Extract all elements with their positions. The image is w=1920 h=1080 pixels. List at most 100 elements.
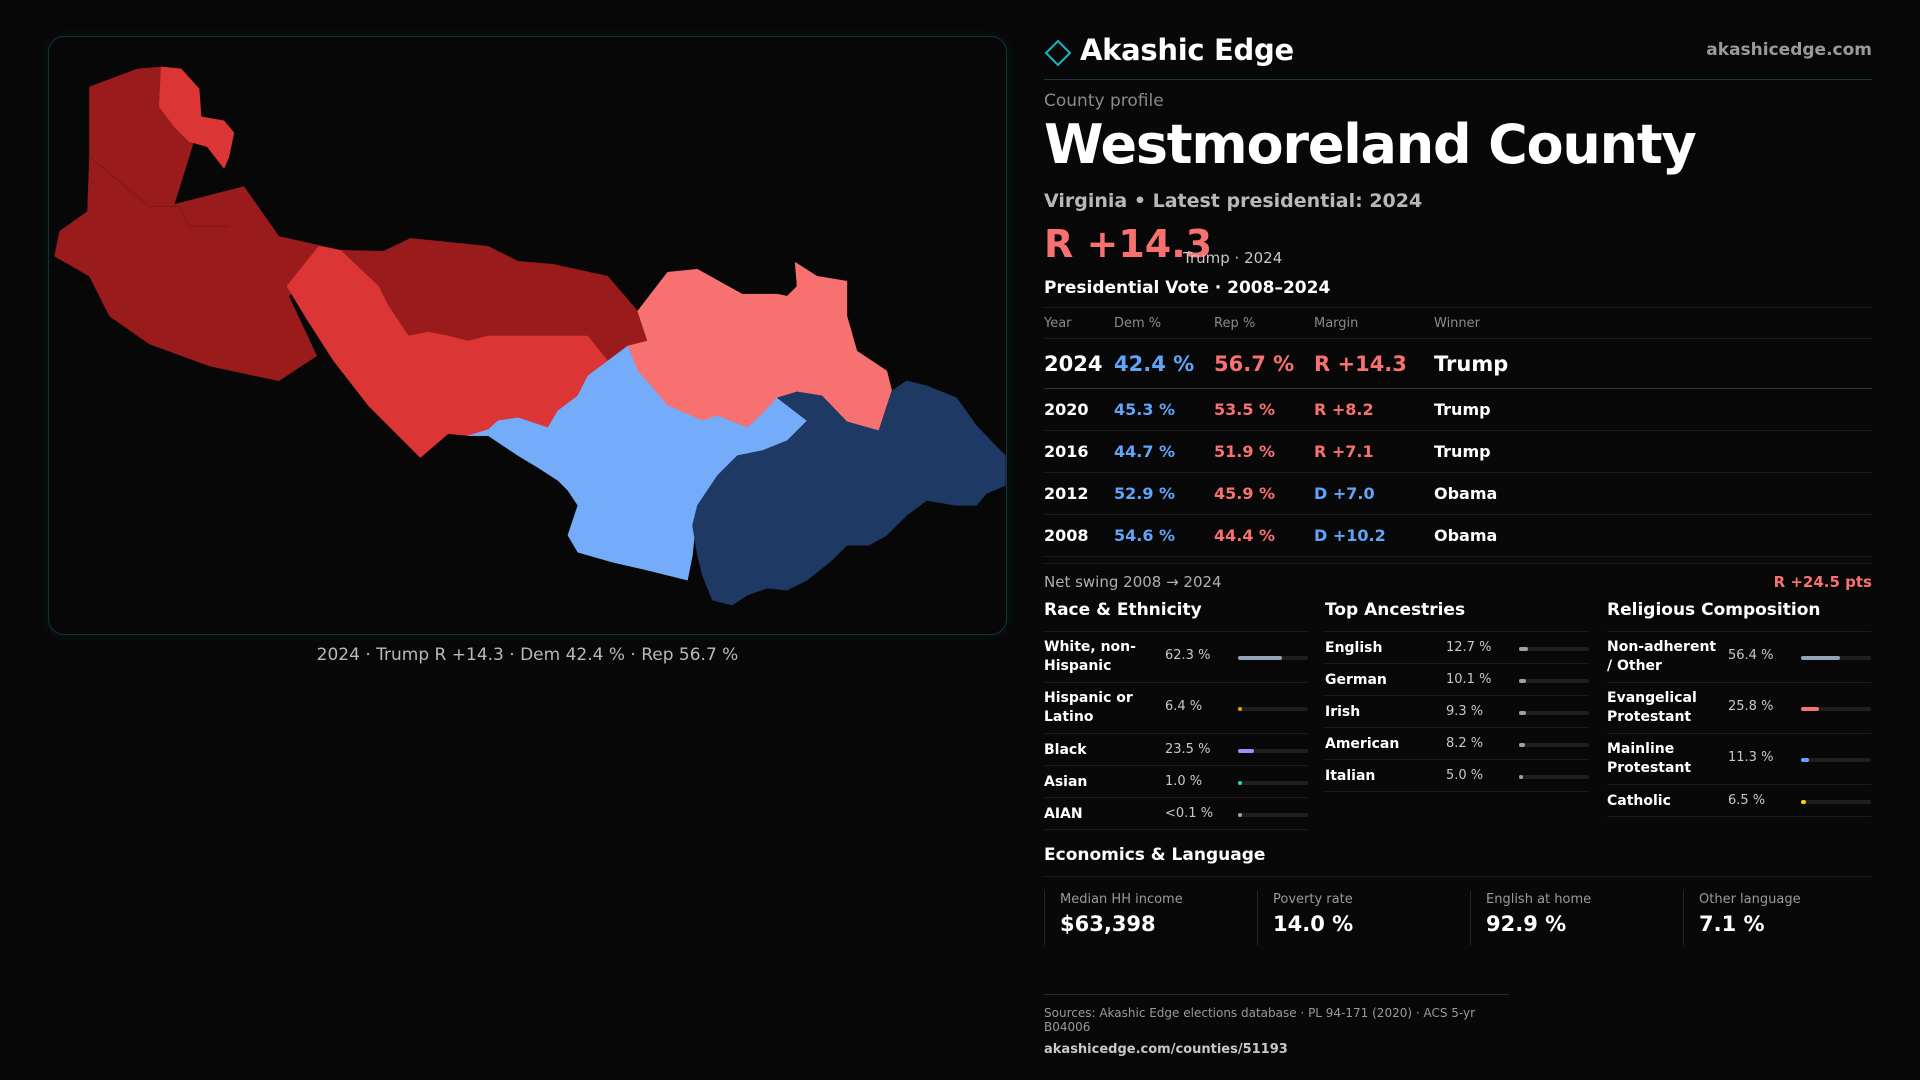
header-rep: Rep % (1214, 316, 1256, 331)
row-dem: 42.4 % (1114, 352, 1195, 376)
map-region-southeast[interactable] (692, 380, 1006, 606)
item-bar-fill (1801, 800, 1806, 804)
item-label: German (1325, 672, 1387, 688)
economics-section-title: Economics & Language (1044, 845, 1872, 877)
row-year: 2016 (1044, 442, 1089, 461)
county-url-link[interactable]: akashicedge.com/counties/51193 (1044, 1042, 1288, 1057)
row-margin: R +7.1 (1314, 442, 1374, 461)
net-swing-label: Net swing 2008 → 2024 (1044, 573, 1222, 591)
section-title: Religious Composition (1607, 600, 1871, 632)
item-label: AIAN (1044, 806, 1083, 822)
list-item: Asian 1.0 % (1044, 766, 1308, 798)
stat-value: 14.0 % (1273, 912, 1354, 936)
item-bar-fill (1238, 781, 1242, 785)
item-bar-fill (1238, 813, 1242, 817)
footer: Sources: Akashic Edge elections database… (1044, 994, 1509, 1057)
item-bar-track (1238, 749, 1308, 753)
item-label: Evangelical Protestant (1607, 690, 1697, 725)
item-value: 25.8 % (1728, 699, 1774, 714)
item-bar-track (1519, 647, 1589, 651)
stat-value: 92.9 % (1486, 912, 1567, 936)
list-item: English 12.7 % (1325, 632, 1589, 664)
table-row: 2008 54.6 % 44.4 % D +10.2 Obama (1044, 515, 1872, 557)
row-winner: Trump (1434, 352, 1509, 376)
top-ancestries-section: Top Ancestries English 12.7 % German 10.1 %… (1325, 600, 1589, 792)
item-bar-fill (1519, 775, 1523, 779)
list-item: Italian 5.0 % (1325, 760, 1589, 792)
item-bar-track (1519, 775, 1589, 779)
row-year: 2020 (1044, 400, 1089, 419)
list-item: Black 23.5 % (1044, 734, 1308, 766)
item-bar-fill (1801, 758, 1809, 762)
latest-margin-meta: Trump · 2024 (1183, 249, 1283, 267)
stat-other-language: Other language 7.1 % (1683, 891, 1896, 945)
race-ethnicity-section: Race & Ethnicity White, non-Hispanic 62.3… (1044, 600, 1308, 830)
profile-label: County profile (1044, 91, 1164, 111)
table-row: 2020 45.3 % 53.5 % R +8.2 Trump (1044, 389, 1872, 431)
list-item: Mainline Protestant 11.3 % (1607, 734, 1871, 785)
item-bar-track (1801, 758, 1871, 762)
item-bar-fill (1519, 743, 1525, 747)
row-dem: 52.9 % (1114, 484, 1176, 503)
item-bar-track (1519, 711, 1589, 715)
row-margin: R +14.3 (1314, 352, 1407, 376)
row-winner: Obama (1434, 526, 1498, 545)
item-label: Catholic (1607, 793, 1671, 809)
row-dem: 54.6 % (1114, 526, 1176, 545)
row-dem: 45.3 % (1114, 400, 1176, 419)
item-bar-track (1801, 656, 1871, 660)
item-bar-track (1238, 707, 1308, 711)
row-rep: 56.7 % (1214, 352, 1295, 376)
item-value: 6.5 % (1728, 793, 1766, 808)
list-item: AIAN <0.1 % (1044, 798, 1308, 830)
row-rep: 51.9 % (1214, 442, 1276, 461)
list-item: German 10.1 % (1325, 664, 1589, 696)
item-value: 12.7 % (1446, 640, 1492, 655)
stat-value: 7.1 % (1699, 912, 1765, 936)
vote-table-title: Presidential Vote · 2008–2024 (1044, 278, 1331, 298)
item-value: <0.1 % (1165, 806, 1214, 821)
section-title: Top Ancestries (1325, 600, 1589, 632)
item-bar-track (1519, 679, 1589, 683)
map-region-northwest-inlet[interactable] (158, 66, 235, 170)
item-label: Italian (1325, 768, 1376, 784)
net-swing: Net swing 2008 → 2024 R +24.5 pts (1044, 563, 1872, 593)
row-year: 2008 (1044, 526, 1089, 545)
header-dem: Dem % (1114, 316, 1162, 331)
item-label: Asian (1044, 774, 1088, 790)
brand-url-link[interactable]: akashicedge.com (1706, 40, 1872, 60)
row-rep: 44.4 % (1214, 526, 1276, 545)
item-bar-track (1238, 656, 1308, 660)
table-row: 2016 44.7 % 51.9 % R +7.1 Trump (1044, 431, 1872, 473)
row-margin: D +7.0 (1314, 484, 1375, 503)
page-title: Westmoreland County (1044, 113, 1697, 176)
diamond-icon (1044, 39, 1072, 67)
item-bar-fill (1238, 656, 1282, 660)
county-subtitle: Virginia • Latest presidential: 2024 (1044, 190, 1423, 212)
vote-table: Year Dem % Rep % Margin Winner 2024 42.4… (1044, 307, 1872, 557)
row-rep: 53.5 % (1214, 400, 1276, 419)
row-year: 2012 (1044, 484, 1089, 503)
map-region-south-central[interactable] (468, 345, 808, 581)
row-margin: R +8.2 (1314, 400, 1374, 419)
item-value: 8.2 % (1446, 736, 1484, 751)
stat-english-at-home: English at home 92.9 % (1470, 891, 1683, 945)
stat-label: Poverty rate (1273, 892, 1353, 907)
list-item: Evangelical Protestant 25.8 % (1607, 683, 1871, 734)
item-label: White, non-Hispanic (1044, 639, 1136, 674)
item-value: 10.1 % (1446, 672, 1492, 687)
map-caption: 2024 · Trump R +14.3 · Dem 42.4 % · Rep … (316, 645, 739, 665)
brand-name: Akashic Edge (1080, 33, 1294, 67)
item-label: Non-adherent / Other (1607, 639, 1717, 674)
list-item: White, non-Hispanic 62.3 % (1044, 632, 1308, 683)
county-map[interactable] (48, 36, 1007, 635)
item-value: 5.0 % (1446, 768, 1484, 783)
sources-note: Sources: Akashic Edge elections database… (1044, 1006, 1476, 1034)
header-year: Year (1044, 316, 1072, 331)
precinct-map-svg (54, 66, 1006, 606)
stat-label: English at home (1486, 892, 1592, 907)
net-swing-value: R +24.5 pts (1773, 573, 1872, 591)
list-item: Non-adherent / Other 56.4 % (1607, 632, 1871, 683)
item-bar-fill (1519, 679, 1527, 683)
row-dem: 44.7 % (1114, 442, 1176, 461)
